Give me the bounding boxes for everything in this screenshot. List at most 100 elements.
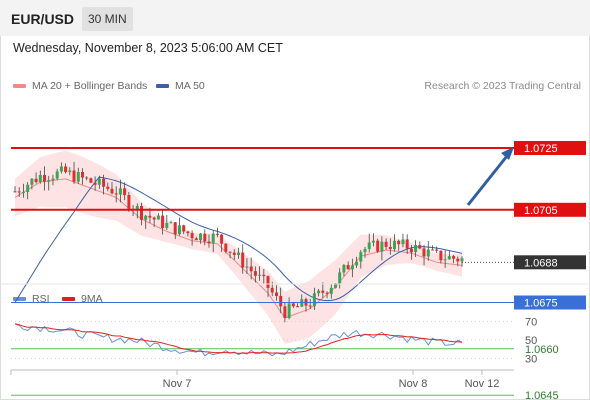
level-label-2: 1.0675 (524, 298, 558, 310)
candle-body (199, 233, 202, 241)
candle-body (93, 182, 97, 185)
candle-body (253, 271, 257, 276)
candle-body (30, 178, 34, 185)
candle-body (232, 252, 236, 255)
candle-body (363, 249, 367, 253)
candle-body (211, 233, 215, 244)
symbol-label: EUR/USD (11, 11, 75, 27)
candle-body (279, 295, 283, 307)
candle-body (55, 171, 59, 179)
candle-body (203, 233, 207, 242)
candle-body (312, 293, 316, 307)
candle-body (114, 193, 118, 195)
rsi-swatch (13, 297, 26, 301)
rsi-tick-2: 30 (525, 354, 537, 366)
candle-body (367, 242, 371, 249)
legend-bollinger-label: MA 20 + Bollinger Bands (32, 80, 148, 92)
candle-body (51, 178, 55, 181)
candle-body (106, 186, 110, 189)
candle-body (334, 283, 337, 288)
candle-body (342, 265, 346, 273)
candle-body (140, 206, 143, 220)
date-text: Wednesday, November 8, 2023 5:06:00 AM C… (13, 41, 283, 55)
candle-body (110, 188, 114, 194)
candle-body (371, 240, 375, 243)
candle-body (169, 222, 173, 224)
candle-body (308, 305, 312, 307)
candle-body (346, 265, 350, 270)
candle-body (388, 246, 392, 249)
candle-body (144, 215, 148, 220)
candle-body (43, 175, 46, 182)
forecast-arrow-line (466, 155, 509, 206)
candle-body (414, 245, 418, 253)
candle-body (325, 292, 329, 294)
candle-body (178, 225, 181, 235)
last-price-tag (514, 255, 586, 270)
moving-average-layer (14, 176, 463, 303)
x-label-2: Nov 12 (465, 378, 500, 390)
candle-body (447, 256, 451, 260)
candle-body (266, 276, 270, 288)
candle-body (291, 303, 295, 307)
candle-body (186, 231, 190, 234)
level-label-3: 1.0660 (525, 344, 559, 356)
candle-body (21, 192, 25, 193)
candle-body (215, 233, 219, 235)
candle-body (68, 170, 72, 173)
candle-body (338, 272, 342, 284)
candle-body (376, 240, 380, 252)
rsi-tick-1: 50 (525, 335, 537, 347)
ma20-line (14, 178, 463, 319)
ma50-line (14, 176, 463, 303)
candle-body (380, 241, 384, 252)
candle-body (384, 241, 388, 247)
level-label-4: 1.0645 (525, 390, 559, 400)
candle-body (275, 292, 278, 296)
ma50-swatch (156, 84, 169, 88)
candle-body (426, 249, 430, 257)
candle-body (456, 258, 460, 262)
level-label-0: 1.0725 (524, 143, 558, 155)
candle-body (405, 239, 409, 249)
candle-body (118, 188, 122, 195)
last-price-label: 1.0688 (524, 257, 558, 269)
candle-body (127, 195, 131, 209)
candle-body (64, 166, 68, 173)
x-label-0: Nov 7 (163, 378, 192, 390)
candle-body (152, 217, 156, 220)
candle-body (228, 251, 232, 253)
header-bar: EUR/USD 30 MIN (0, 0, 590, 36)
candle-body (350, 265, 354, 270)
candle-body (161, 215, 165, 228)
rsi-ma-line (14, 323, 463, 354)
credit-text: Research © 2023 Trading Central (424, 80, 581, 92)
candle-body (422, 248, 426, 257)
levels-layer: 1.0725 1.0705 1.0675 1.0660 1.0645 1.0688 (11, 141, 586, 400)
candle-body (224, 243, 228, 252)
candle-body (26, 184, 30, 192)
candle-body (47, 180, 51, 182)
candle-body (249, 266, 253, 272)
candle-body (38, 175, 42, 183)
candle-body (156, 215, 160, 220)
candle-body (89, 178, 93, 183)
candle-body (13, 191, 17, 193)
timeframe-button[interactable]: 30 MIN (82, 7, 133, 31)
candle-body (435, 249, 439, 251)
candle-body (355, 261, 359, 266)
candle-body (317, 290, 321, 294)
x-label-1: Nov 8 (399, 378, 428, 390)
level-tag-0 (514, 141, 586, 155)
level-label-1: 1.0705 (524, 205, 558, 217)
candle-body (409, 248, 413, 253)
candle-body (194, 238, 198, 241)
candle-body (329, 287, 333, 294)
candle-body (359, 252, 363, 262)
candle-body (296, 306, 299, 308)
candle-body (165, 223, 169, 228)
candle-body (452, 256, 456, 259)
candle-body (460, 258, 464, 262)
candle-body (439, 250, 443, 261)
candle-body (258, 274, 262, 276)
